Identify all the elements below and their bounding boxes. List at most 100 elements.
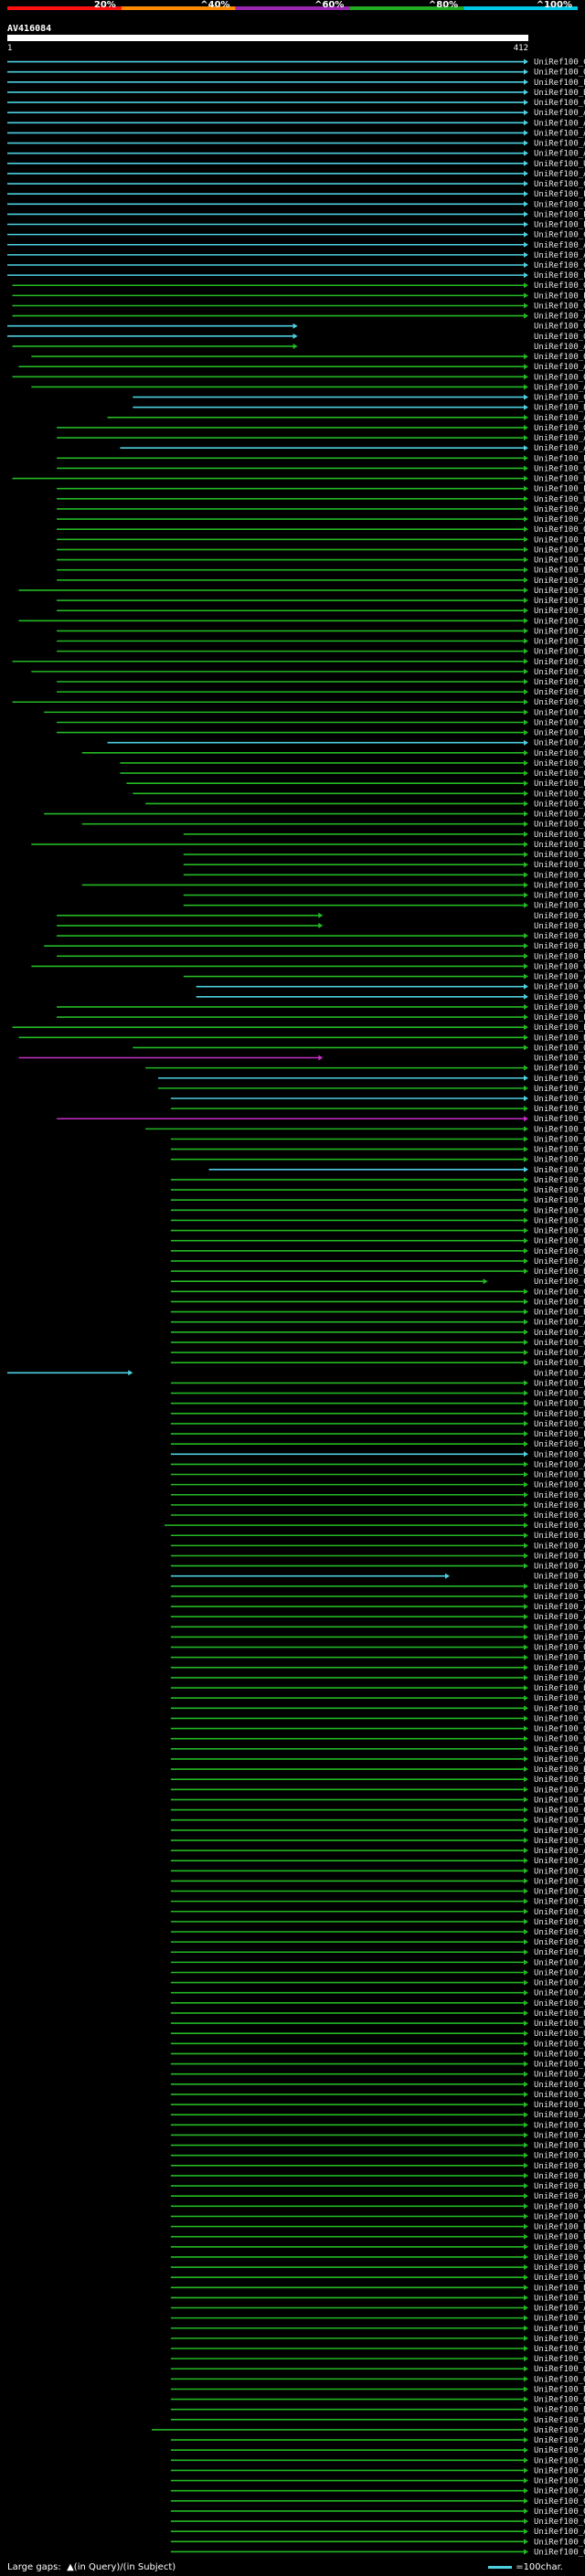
- hit-label[interactable]: UniRef100_A5BCS8: [534, 170, 585, 179]
- hit-label[interactable]: UniRef100_Q9SEC3: [534, 333, 585, 342]
- hit-label[interactable]: UniRef100_Q9SPR8: [534, 323, 585, 332]
- hit-label[interactable]: UniRef100_A7QF84: [534, 627, 585, 636]
- hit-label[interactable]: UniRef100_Q7XAA1: [534, 1837, 585, 1846]
- hit-label[interactable]: UniRef100_Q38PL4: [534, 1928, 585, 1937]
- hit-label[interactable]: UniRef100_B5ZP96: [534, 2182, 585, 2191]
- hit-label[interactable]: UniRef100_C4LJ34: [534, 1694, 585, 1703]
- hit-label[interactable]: UniRef100_Q6JBX4: [534, 2253, 585, 2263]
- hit-label[interactable]: UniRef100_Q2K414: [534, 2091, 585, 2100]
- hit-label[interactable]: UniRef100_B9RG71: [534, 89, 585, 98]
- hit-label[interactable]: UniRef100_C1DDX4: [534, 2061, 585, 2070]
- hit-label[interactable]: UniRef100_A3JXP5: [534, 2335, 585, 2344]
- hit-label[interactable]: UniRef100_Q7VEJ0: [534, 1714, 585, 1723]
- hit-label[interactable]: UniRef100_A3QVN1: [534, 444, 585, 453]
- hit-label[interactable]: UniRef100_B9JR22: [534, 1898, 585, 1907]
- hit-label[interactable]: UniRef100_A6FCI2: [534, 1633, 585, 1642]
- hit-label[interactable]: UniRef100_Q8ZSJ2: [534, 1186, 585, 1195]
- hit-label[interactable]: UniRef100_A2C5M4: [534, 2111, 585, 2120]
- hit-label[interactable]: UniRef100_Q2GFB8: [534, 851, 585, 860]
- hit-label[interactable]: UniRef100_C9X917: [534, 2518, 585, 2527]
- hit-label[interactable]: UniRef100_A8LMD9: [534, 2426, 585, 2435]
- hit-label[interactable]: UniRef100_B0JHM3: [534, 1309, 585, 1318]
- hit-label[interactable]: UniRef100_Q7UAT0: [534, 2345, 585, 2354]
- hit-label[interactable]: UniRef100_A9PI59: [534, 150, 585, 159]
- hit-label[interactable]: UniRef100_A5H1Q5: [534, 811, 585, 820]
- hit-label[interactable]: UniRef100_A6UKS0: [534, 2466, 585, 2475]
- hit-label[interactable]: UniRef100_Q6SFD2: [534, 2121, 585, 2130]
- hit-label[interactable]: UniRef100_B0UKE5: [534, 1654, 585, 1663]
- hit-label[interactable]: UniRef100_Q0BVD9: [534, 2040, 585, 2049]
- hit-label[interactable]: UniRef100_Q5VJN1: [534, 617, 585, 626]
- hit-label[interactable]: UniRef100_Q9SB69: [534, 302, 585, 311]
- hit-label[interactable]: UniRef100_C1ECY7: [534, 394, 585, 403]
- hit-label[interactable]: UniRef100_A6TRQ3: [534, 2305, 585, 2314]
- hit-label[interactable]: UniRef100_Q8VNK8: [534, 1573, 585, 1582]
- hit-label[interactable]: UniRef100_C4FT71: [534, 1593, 585, 1602]
- hit-label[interactable]: UniRef100_Q9FI3: [534, 1888, 585, 1897]
- hit-label[interactable]: UniRef100_B6JJ97: [534, 1796, 585, 1805]
- hit-label[interactable]: UniRef100_Q2GFB6: [534, 1166, 585, 1175]
- hit-label[interactable]: UniRef100_A9PIN0: [534, 119, 585, 128]
- hit-label[interactable]: UniRef100_B9NZ82: [534, 2009, 585, 2019]
- hit-label[interactable]: UniRef100_A4WMF1: [534, 1827, 585, 1836]
- hit-label[interactable]: UniRef100_D0EG73: [534, 841, 585, 850]
- hit-label[interactable]: UniRef100_B7FHR5: [534, 648, 585, 657]
- hit-label[interactable]: UniRef100_Q21126: [534, 2365, 585, 2374]
- hit-label[interactable]: UniRef100_Q37174: [534, 1003, 585, 1012]
- hit-label[interactable]: UniRef100_Q8LPW0: [534, 200, 585, 209]
- hit-label[interactable]: UniRef100_P34917: [534, 1379, 585, 1388]
- hit-label[interactable]: UniRef100_C6PBU2: [534, 2315, 585, 2324]
- hit-label[interactable]: UniRef100_C9K8O0: [534, 2202, 585, 2211]
- hit-label[interactable]: UniRef100_C6B8H3: [534, 2212, 585, 2221]
- hit-label[interactable]: UniRef100_P12860: [534, 221, 585, 230]
- hit-label[interactable]: UniRef100_Q8VYN6: [534, 1095, 585, 1104]
- hit-label[interactable]: UniRef100_Q8VMD5: [534, 1339, 585, 1348]
- hit-label[interactable]: UniRef100_P36250: [534, 1023, 585, 1033]
- hit-label[interactable]: UniRef100_Q2KDT2: [534, 1511, 585, 1521]
- hit-label[interactable]: UniRef100_A3PA70: [534, 1979, 585, 1988]
- hit-label[interactable]: UniRef100_UPI000...: [534, 1877, 585, 1886]
- hit-label[interactable]: UniRef100_Q8LL89: [534, 1115, 585, 1124]
- hit-label[interactable]: UniRef100_A9NC72: [534, 241, 585, 250]
- hit-label[interactable]: UniRef100_Q6HU4: [534, 1735, 585, 1744]
- hit-label[interactable]: UniRef100_B9GPQ6: [534, 688, 585, 697]
- hit-label[interactable]: UniRef100_A6FVG4: [534, 2436, 585, 2445]
- hit-label[interactable]: UniRef100_A3Z3C3: [534, 1613, 585, 1622]
- hit-label[interactable]: UniRef100_A4R0R7: [534, 1085, 585, 1094]
- hit-label[interactable]: UniRef100_B8JBD6: [534, 2385, 585, 2394]
- hit-label[interactable]: UniRef100_B0CEV1: [534, 1410, 585, 1419]
- hit-label[interactable]: UniRef100_B9HQ29: [534, 1471, 585, 1480]
- hit-label[interactable]: UniRef100_Q2JQW5: [534, 1176, 585, 1185]
- hit-label[interactable]: UniRef100_B1L328: [534, 1552, 585, 1561]
- hit-label[interactable]: UniRef100_C7D7Y0: [534, 180, 585, 189]
- hit-label[interactable]: UniRef100_Q8VS58: [534, 821, 585, 830]
- hit-label[interactable]: UniRef100_Q8VYN6: [534, 658, 585, 667]
- hit-label[interactable]: UniRef100_A9IYR8: [534, 1563, 585, 1572]
- hit-label[interactable]: UniRef100_Q1MC35: [534, 2162, 585, 2171]
- hit-label[interactable]: UniRef100_A3BZQ6: [534, 1847, 585, 1856]
- hit-label[interactable]: UniRef100_P5V3C2: [534, 779, 585, 789]
- hit-label[interactable]: UniRef100_Q41019: [534, 281, 585, 291]
- hit-label[interactable]: UniRef100_P12859: [534, 535, 585, 545]
- hit-label[interactable]: UniRef100_Q0EDE4: [534, 2081, 585, 2090]
- hit-label[interactable]: UniRef100_B7CD60: [534, 1817, 585, 1826]
- hit-label[interactable]: UniRef100_A9SKX6: [534, 434, 585, 443]
- hit-label[interactable]: UniRef100_Q2C904: [534, 2497, 585, 2507]
- hit-label[interactable]: UniRef100_B9YQ45: [534, 1359, 585, 1368]
- hit-label[interactable]: UniRef100_B4WLL1: [534, 1501, 585, 1511]
- hit-label[interactable]: UniRef100_A9NUK2: [534, 251, 585, 260]
- hit-label[interactable]: UniRef100_A3IS86: [534, 1257, 585, 1267]
- hit-label[interactable]: UniRef100_A7H973: [534, 1369, 585, 1378]
- hit-label[interactable]: UniRef100_A9RDX5: [534, 383, 585, 392]
- hit-label[interactable]: UniRef100_Q1QPW7: [534, 2548, 585, 2557]
- hit-label[interactable]: UniRef100_Q2GFC5: [534, 962, 585, 971]
- hit-label[interactable]: UniRef100_A9PK22: [534, 109, 585, 118]
- hit-label[interactable]: UniRef100_A9PFQ3: [534, 129, 585, 138]
- hit-label[interactable]: UniRef100_Q8VXH5: [534, 861, 585, 870]
- hit-label[interactable]: UniRef100_A6W14: [534, 577, 585, 586]
- hit-label[interactable]: UniRef100_C7QM61: [534, 1288, 585, 1297]
- hit-label[interactable]: UniRef100_P58259: [534, 1440, 585, 1449]
- hit-label[interactable]: UniRef100_C6AYV7: [534, 2101, 585, 2110]
- hit-label[interactable]: UniRef100_A0YLT2: [534, 1319, 585, 1328]
- hit-label[interactable]: UniRef100_C5XYH2: [534, 708, 585, 717]
